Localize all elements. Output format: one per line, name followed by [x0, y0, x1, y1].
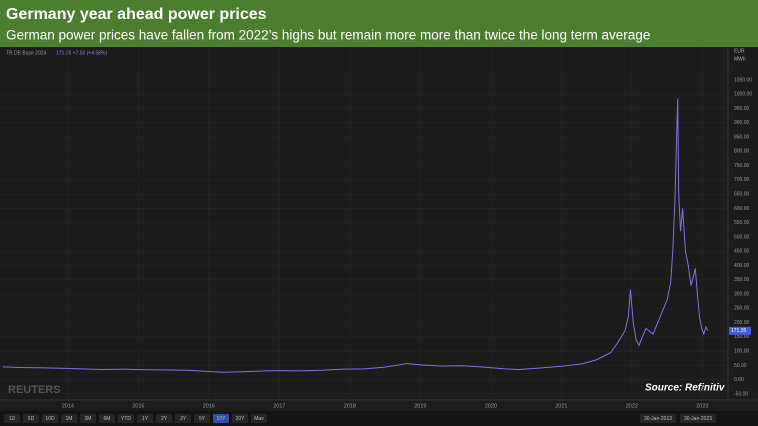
range-button-label[interactable]: 3M	[85, 416, 92, 422]
x-tick-label: 2021	[555, 403, 567, 409]
x-tick-label: 2016	[203, 403, 215, 409]
y-tick-label: 1050.00	[734, 77, 752, 83]
quote: 171.35 +7.50 (+4.58%)	[56, 50, 107, 56]
range-button-label[interactable]: 10D	[45, 416, 55, 422]
y-tick-label: 400.00	[734, 263, 750, 269]
range-button-label[interactable]: YTD	[121, 416, 131, 422]
x-tick-label: 2020	[485, 403, 497, 409]
range-button[interactable]	[118, 414, 134, 423]
range-button[interactable]	[194, 414, 210, 423]
range-button[interactable]	[175, 414, 191, 423]
y-tick-label: 50.00	[734, 363, 747, 369]
instrument-name: TR DE Base 2024	[6, 50, 47, 56]
x-tick-label: 2022	[626, 403, 638, 409]
y-tick-label: 150.00	[734, 334, 750, 340]
x-tick-label: 2014	[62, 403, 74, 409]
range-button-label[interactable]: 1D	[9, 416, 16, 422]
y-tick-label: 600.00	[734, 206, 750, 212]
x-tick-label: 2023	[696, 403, 708, 409]
y-tick-label: 650.00	[734, 192, 750, 198]
range-button[interactable]	[137, 414, 153, 423]
date-input[interactable]	[640, 414, 676, 423]
y-tick-label: 100.00	[734, 349, 750, 355]
y-tick-label: 200.00	[734, 320, 750, 326]
range-button[interactable]	[156, 414, 172, 423]
y-tick-label: 350.00	[734, 277, 750, 283]
date-to[interactable]: 30-Jan-2023	[684, 416, 712, 422]
header-band	[0, 0, 758, 47]
y-tick-label: 300.00	[734, 291, 750, 297]
range-button[interactable]	[80, 414, 96, 423]
range-button-label[interactable]: 1Y	[142, 416, 149, 422]
range-button-label[interactable]: 1M	[66, 416, 73, 422]
plot-background	[0, 47, 758, 411]
unit-label: EUR	[734, 48, 745, 54]
y-tick-label: 850.00	[734, 134, 750, 140]
y-tick-label: 550.00	[734, 220, 750, 226]
y-tick-label: 450.00	[734, 249, 750, 255]
source-note: Source: Refinitiv	[645, 383, 726, 394]
range-button[interactable]	[4, 414, 20, 423]
chart-title: Germany year ahead power prices	[6, 6, 267, 23]
range-button-label[interactable]: Max	[254, 416, 264, 422]
x-tick-label: 2015	[132, 403, 144, 409]
range-button[interactable]	[232, 414, 248, 423]
y-tick-label: 800.00	[734, 149, 750, 155]
range-button-label[interactable]: 10Y	[217, 416, 227, 422]
range-button-label[interactable]: 6M	[104, 416, 111, 422]
price-line	[2, 98, 709, 373]
range-button[interactable]	[99, 414, 115, 423]
last-price-label: 171.35	[731, 328, 747, 334]
y-tick-label: 250.00	[734, 306, 750, 312]
x-tick-label: 2018	[344, 403, 356, 409]
range-button[interactable]	[42, 414, 58, 423]
y-tick-label: 700.00	[734, 177, 750, 183]
range-button-label[interactable]: 20Y	[236, 416, 246, 422]
x-tick-label: 2017	[273, 403, 285, 409]
x-tick-label: 2019	[414, 403, 426, 409]
range-button-label[interactable]: 5Y	[199, 416, 206, 422]
range-button[interactable]	[61, 414, 77, 423]
watermark: REUTERS	[8, 384, 61, 396]
range-button-label[interactable]: 3Y	[180, 416, 187, 422]
range-button[interactable]	[23, 414, 39, 423]
date-input[interactable]	[680, 414, 716, 423]
y-tick-label: 0.00	[734, 377, 744, 383]
unit-label: MWh	[734, 56, 746, 62]
last-price-badge	[729, 326, 751, 335]
range-button-label[interactable]: 2Y	[161, 416, 168, 422]
y-tick-label: 750.00	[734, 163, 750, 169]
y-tick-label: 1000.00	[734, 92, 752, 98]
y-tick-label: 500.00	[734, 234, 750, 240]
date-from[interactable]: 30-Jan-2013	[644, 416, 672, 422]
range-button-label[interactable]: 5D	[28, 416, 35, 422]
y-tick-label: -50.00	[734, 391, 748, 397]
y-tick-label: 900.00	[734, 120, 750, 126]
chart-subtitle: German power prices have fallen from 202…	[6, 28, 650, 43]
y-tick-label: 950.00	[734, 106, 750, 112]
range-button[interactable]	[213, 414, 229, 423]
range-button[interactable]	[251, 414, 267, 423]
